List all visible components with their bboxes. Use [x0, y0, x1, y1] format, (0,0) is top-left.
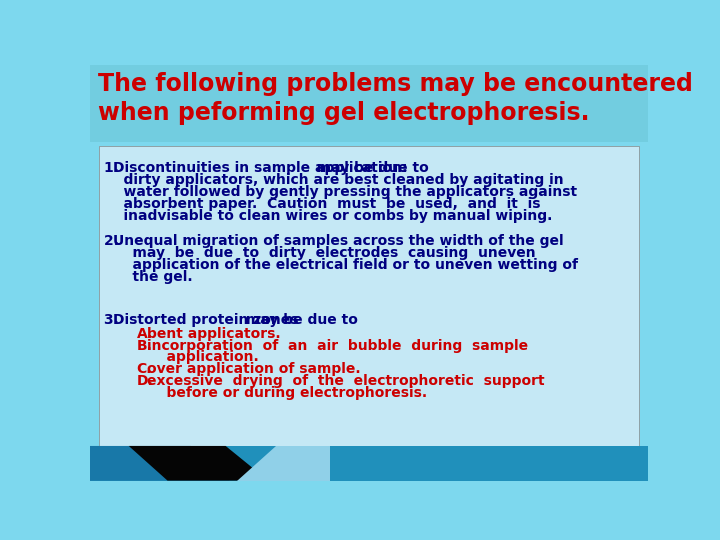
Text: may be due to: may be due to: [307, 161, 428, 175]
Text: water followed by gently pressing the applicators against: water followed by gently pressing the ap…: [104, 185, 577, 199]
Text: may  be  due  to  dirty  electrodes  causing  uneven: may be due to dirty electrodes causing u…: [113, 246, 536, 260]
Text: A.: A.: [137, 327, 153, 341]
Text: Discontinuities in sample application:: Discontinuities in sample application:: [113, 161, 408, 175]
Text: B.: B.: [137, 339, 153, 353]
Text: application of the electrical field or to uneven wetting of: application of the electrical field or t…: [113, 258, 578, 272]
Text: before or during electrophoresis.: before or during electrophoresis.: [147, 386, 427, 400]
Polygon shape: [238, 446, 330, 481]
Text: absorbent paper.  Caution  must  be  used,  and  it  is: absorbent paper. Caution must be used, a…: [104, 197, 541, 211]
Text: application.: application.: [147, 350, 258, 365]
Text: dirty applicators, which are best cleaned by agitating in: dirty applicators, which are best cleane…: [104, 173, 564, 187]
Text: the gel.: the gel.: [113, 270, 193, 284]
Text: Distorted protein zones: Distorted protein zones: [113, 313, 299, 327]
Text: may be due to: may be due to: [241, 313, 358, 327]
Polygon shape: [90, 446, 648, 481]
Text: 3.: 3.: [104, 313, 124, 327]
Bar: [99, 146, 639, 446]
Text: incorporation  of  an  air  bubble  during  sample: incorporation of an air bubble during sa…: [147, 339, 528, 353]
Text: 2.: 2.: [104, 234, 124, 248]
Text: inadvisable to clean wires or combs by manual wiping.: inadvisable to clean wires or combs by m…: [104, 209, 552, 223]
Text: over application of sample.: over application of sample.: [147, 362, 360, 376]
Polygon shape: [90, 446, 230, 481]
Bar: [90, 65, 648, 142]
Text: 1.: 1.: [104, 161, 124, 175]
Text: excessive  drying  of  the  electrophoretic  support: excessive drying of the electrophoretic …: [147, 374, 544, 388]
Text: D.: D.: [137, 374, 153, 388]
Text: The following problems may be encountered
when peforming gel electrophoresis.: The following problems may be encountere…: [98, 72, 693, 125]
Text: Unequal migration of samples across the width of the gel: Unequal migration of samples across the …: [113, 234, 564, 248]
Polygon shape: [129, 446, 269, 481]
Text: bent applicators.: bent applicators.: [147, 327, 280, 341]
Text: C.: C.: [137, 362, 152, 376]
